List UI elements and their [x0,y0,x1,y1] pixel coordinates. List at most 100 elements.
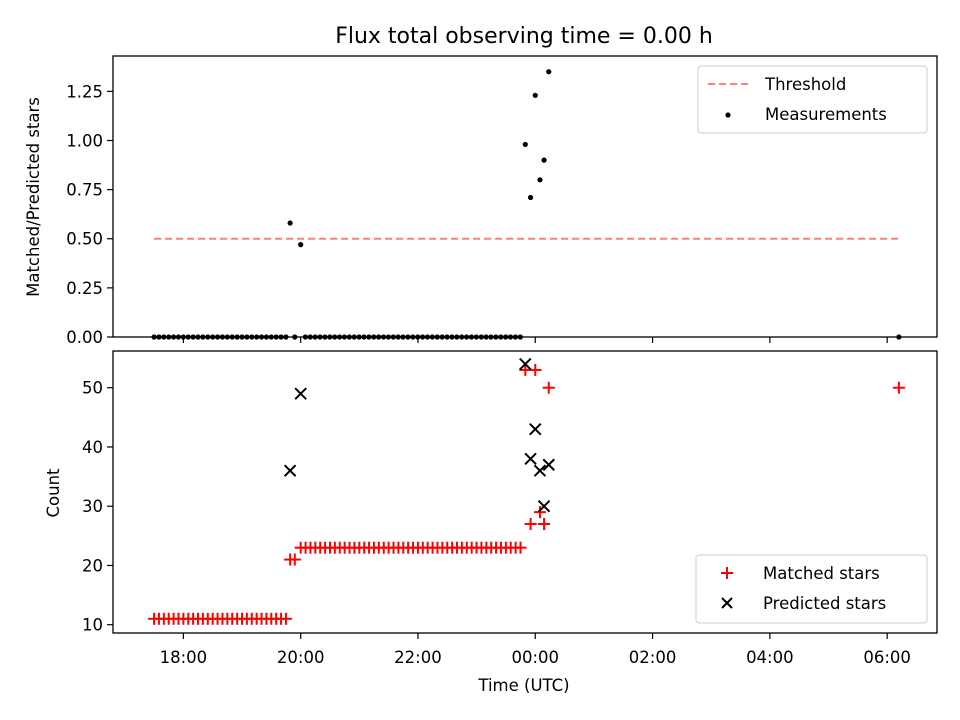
measurement-point [254,334,260,340]
measurement-point [190,334,196,340]
measurement-point [546,69,552,75]
legend-measurements-label: Measurements [765,105,887,124]
ratio-y-ticks: 0.00 0.25 0.50 0.75 1.00 1.25 [66,82,113,347]
measurement-point [410,334,416,340]
count-x-tick-label: 04:00 [746,648,794,667]
measurement-point [214,334,221,340]
measurement-point [420,334,426,340]
count-x-tick-label: 02:00 [629,648,677,667]
measurement-point [395,334,401,340]
ratio-y-tick-label: 0.75 [66,181,103,200]
count-y-ticks: 10 20 30 40 50 [82,379,113,635]
legend-measurements-swatch [725,112,731,118]
measurement-point [537,177,543,183]
count-x-tick-label: 18:00 [160,648,208,667]
measurement-point [244,334,250,340]
legend-predicted-label: Predicted stars [763,594,886,613]
measurement-point [268,334,274,340]
ratio-y-tick-label: 1.00 [66,131,103,150]
measurement-point [415,334,421,340]
count-panel-frame [112,350,938,634]
measurement-point [400,334,406,340]
legend-predicted-swatch [721,597,733,609]
measurement-point [249,334,255,340]
measurement-point [332,334,338,340]
measurement-point [166,334,172,340]
ratio-panel-frame [112,55,938,338]
matched-star-marker [538,517,551,530]
measurement-point [434,334,440,340]
measurement-point [327,334,333,340]
measurement-point [424,334,431,340]
x-axis-label: Time (UTC) [477,676,569,695]
matched-star-marker [288,553,301,566]
measurement-point [380,334,387,340]
measurement-point [385,334,392,340]
measurement-point [170,334,177,340]
measurement-point [317,334,323,340]
measurement-point [234,334,240,340]
measurement-point [429,334,435,340]
measurement-point [463,334,470,340]
measurement-point [459,334,465,340]
ratio-panel: Matched/Predicted stars 0.00 0.25 0.50 0.75… [24,55,938,347]
measurement-point [278,334,284,340]
count-y-tick-label: 20 [82,556,103,575]
count-points [148,357,905,625]
ratio-y-tick-label: 0.00 [66,328,103,347]
measurement-point [503,334,509,340]
measurement-point [298,242,304,248]
count-y-axis-label: Count [44,468,63,518]
measurement-point [541,157,547,163]
count-legend-box [695,554,928,624]
measurement-point [449,334,455,340]
measurement-point [151,334,157,340]
measurement-point [366,334,372,340]
measurement-point [229,334,235,340]
measurement-point [483,334,489,340]
predicted-star-marker [519,357,532,371]
matched-star-marker [542,381,555,394]
measurement-point [185,334,191,340]
matched-star-marker [529,363,542,376]
measurement-point [180,334,186,340]
count-legend: Matched stars Predicted stars [695,554,928,624]
ratio-legend: Threshold Measurements [697,65,928,134]
measurement-point [473,334,479,340]
predicted-star-marker [537,500,551,513]
measurement-point [488,334,494,340]
measurement-point [283,334,289,340]
predicted-star-marker [533,464,547,477]
legend-matched-swatch [721,567,733,579]
ratio-y-tick-label: 0.50 [66,230,103,249]
measurement-point [532,92,538,98]
legend-threshold-label: Threshold [764,75,846,94]
measurement-point [896,334,902,340]
measurement-point [239,334,245,340]
measurement-point [454,334,460,340]
ratio-y-axis-label: Matched/Predicted stars [24,97,43,297]
measurement-point [336,334,343,340]
measurement-point [478,334,484,340]
measurement-point [156,334,162,340]
ratio-y-tick-label: 1.25 [66,82,103,101]
measurement-point [351,334,357,340]
measurement-point [263,334,270,340]
count-x-ticks: 18:00 20:00 22:00 00:00 02:00 04:00 06:00 [160,633,911,667]
measurement-point [210,334,216,340]
count-y-tick-label: 40 [82,438,103,457]
predicted-star-marker [283,464,297,477]
measurement-point [376,334,382,340]
count-x-tick-label: 22:00 [394,648,442,667]
measurement-point [444,334,450,340]
measurement-point [498,334,504,340]
measurement-point [219,334,226,340]
measurement-point [195,334,201,340]
measurement-point [341,334,348,340]
ratio-y-tick-label: 0.25 [66,279,103,298]
measurement-points [151,69,902,340]
measurement-point [439,334,445,340]
measurement-point [356,334,362,340]
matched-star-marker [524,517,537,530]
